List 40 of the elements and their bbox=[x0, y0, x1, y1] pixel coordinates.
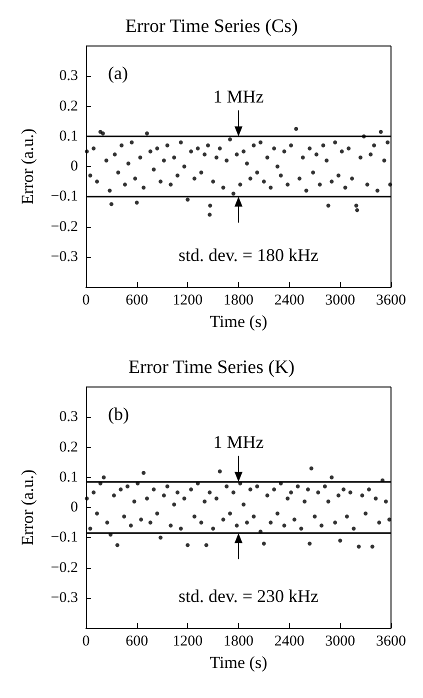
x-tick-label: 600 bbox=[126, 634, 148, 650]
y-axis-title: Error (a.u.) bbox=[18, 470, 37, 546]
x-tick-label: 3600 bbox=[376, 292, 406, 308]
x-tick-label: 3600 bbox=[376, 634, 406, 650]
x-axis-title: Time (s) bbox=[210, 652, 268, 672]
annotation: std. dev. = 180 kHz bbox=[178, 245, 318, 265]
x-tick-label: 1200 bbox=[172, 634, 203, 650]
y-tick-label: 0.2 bbox=[59, 98, 78, 114]
y-axis-title: Error (a.u.) bbox=[18, 128, 37, 204]
y-tick-label: −0.3 bbox=[50, 248, 78, 265]
annotation: 1 MHz bbox=[213, 432, 264, 452]
y-tick-label: 0 bbox=[70, 158, 78, 174]
y-tick-label: −0.1 bbox=[50, 188, 78, 205]
y-tick-label: −0.1 bbox=[50, 530, 78, 546]
y-tick-label: −0.2 bbox=[50, 560, 78, 576]
x-tick-label: 3000 bbox=[325, 292, 356, 308]
x-tick-label: 1800 bbox=[224, 292, 254, 308]
x-tick-label: 600 bbox=[126, 292, 148, 308]
annotation: (a) bbox=[108, 63, 128, 83]
x-tick-label: 3000 bbox=[325, 634, 356, 650]
y-tick-label: 0 bbox=[70, 500, 78, 516]
chart-title: Error Time Series (K) bbox=[128, 357, 295, 378]
y-tick-label: 0.3 bbox=[59, 68, 78, 84]
y-tick-label: −0.3 bbox=[50, 590, 78, 606]
x-axis-title: Time (s) bbox=[210, 312, 268, 331]
x-tick-label: 1800 bbox=[224, 634, 254, 650]
y-tick-label: 0.2 bbox=[59, 439, 78, 456]
y-tick-label: 0.3 bbox=[59, 409, 78, 426]
x-tick-label: 2400 bbox=[274, 634, 304, 650]
annotation: std. dev. = 230 kHz bbox=[178, 586, 318, 606]
y-tick-label: 0.1 bbox=[59, 128, 78, 144]
x-tick-label: 1200 bbox=[172, 292, 203, 308]
chart-title: Error Time Series (Cs) bbox=[125, 16, 298, 37]
x-tick-label: 0 bbox=[82, 292, 90, 308]
y-tick-label: −0.2 bbox=[50, 218, 78, 235]
annotation: 1 MHz bbox=[213, 86, 264, 106]
y-tick-label: 0.1 bbox=[59, 469, 78, 486]
x-tick-label: 2400 bbox=[274, 292, 304, 308]
annotation: (b) bbox=[108, 404, 129, 424]
x-tick-label: 0 bbox=[82, 634, 90, 650]
